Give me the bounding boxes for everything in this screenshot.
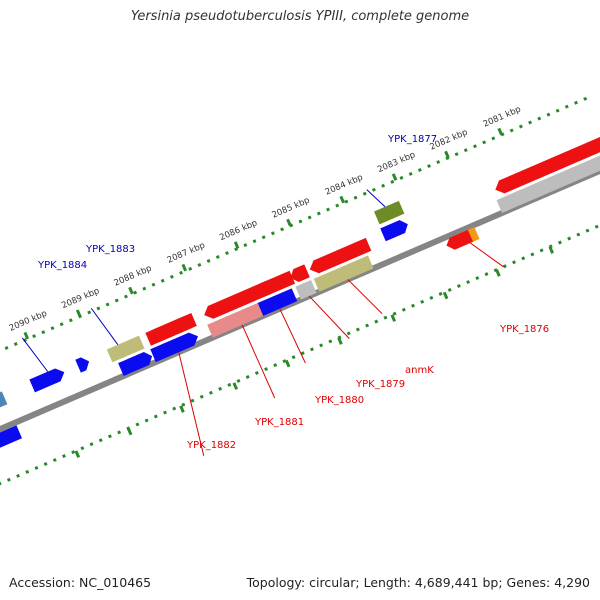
- kbp-label: 2083 kbp: [376, 150, 417, 175]
- outer-ruler: [0, 94, 594, 374]
- gene-feature[interactable]: [29, 366, 67, 393]
- gene-label[interactable]: YPK_1883: [85, 244, 135, 255]
- gene-label[interactable]: YPK_1880: [314, 395, 364, 406]
- kbp-label: 2084 kbp: [324, 173, 365, 198]
- map-title: Yersinia pseudotuberculosis YPIII, compl…: [130, 9, 470, 24]
- kbp-label: 2086 kbp: [218, 218, 259, 243]
- inner-ruler: [0, 206, 600, 486]
- callout-lines: [21, 189, 504, 456]
- gene-feature[interactable]: [253, 270, 296, 300]
- genome-summary-text: Topology: circular; Length: 4,689,441 bp…: [246, 575, 590, 590]
- gene-feature[interactable]: [201, 281, 272, 322]
- gene-feature[interactable]: [146, 313, 197, 345]
- gene-feature[interactable]: [295, 280, 317, 300]
- gene-feature[interactable]: [257, 288, 298, 316]
- gene-feature[interactable]: [444, 229, 474, 252]
- gene-feature[interactable]: [374, 200, 405, 225]
- gene-feature[interactable]: [0, 425, 23, 455]
- gene-label[interactable]: YPK_1882: [186, 440, 236, 451]
- gene-label[interactable]: YPK_1877: [387, 134, 437, 145]
- gene-feature[interactable]: [150, 330, 201, 363]
- gene-feature[interactable]: [313, 255, 374, 292]
- gene-feature[interactable]: [118, 350, 155, 376]
- gene-feature[interactable]: [288, 264, 310, 284]
- kbp-label: 2087 kbp: [166, 241, 207, 266]
- inner-ruler-ticks: [74, 246, 554, 458]
- gene-feature[interactable]: [496, 148, 600, 213]
- kbp-label: 2081 kbp: [482, 105, 523, 130]
- outer-ruler-ticks: [23, 127, 503, 340]
- gene-feature[interactable]: [106, 335, 145, 363]
- gene-label[interactable]: YPK_1876: [499, 324, 549, 335]
- kbp-label: 2088 kbp: [113, 264, 154, 289]
- kbp-label: 2085 kbp: [271, 196, 312, 221]
- gene-label[interactable]: YPK_1879: [355, 379, 405, 390]
- gene-label[interactable]: YPK_1881: [254, 417, 304, 428]
- gene-feature[interactable]: [493, 133, 600, 196]
- forward-features: [0, 148, 600, 421]
- reverse-features: [0, 133, 600, 455]
- gene-label[interactable]: YPK_1884: [37, 260, 87, 271]
- gene-feature[interactable]: [0, 391, 8, 421]
- gene-feature[interactable]: [380, 218, 410, 242]
- gene-label[interactable]: anmK: [405, 365, 434, 376]
- gene-feature[interactable]: [207, 299, 271, 338]
- kbp-label: 2090 kbp: [8, 309, 49, 334]
- accession-text: Accession: NC_010465: [9, 575, 152, 590]
- gene-feature[interactable]: [75, 355, 92, 373]
- gene-feature[interactable]: [307, 237, 372, 276]
- genome-backbone: [0, 158, 600, 442]
- kbp-label: 2089 kbp: [60, 286, 101, 311]
